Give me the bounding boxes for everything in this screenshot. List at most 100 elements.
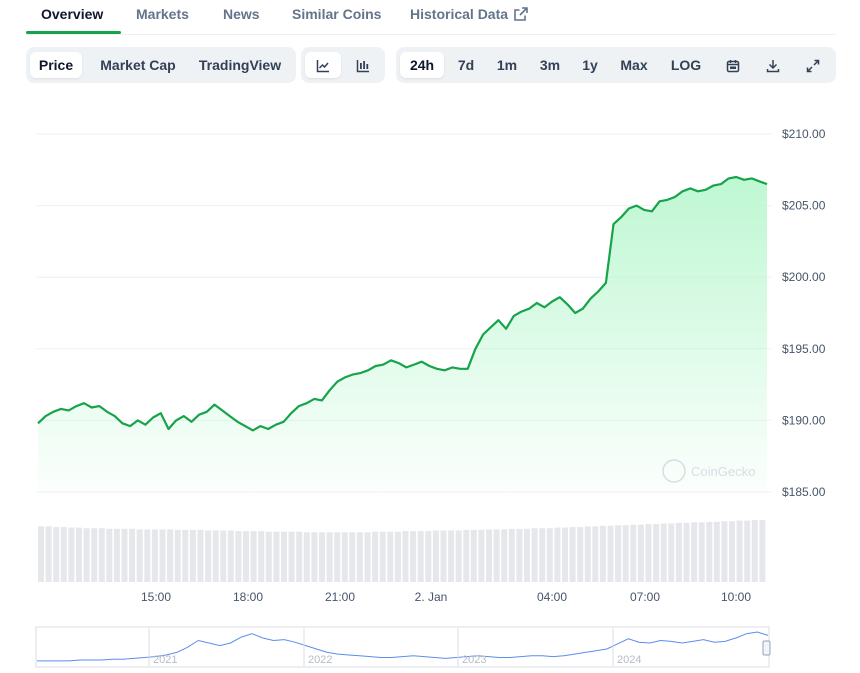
range-3m-button[interactable]: 3m [539,57,561,73]
price-button[interactable]: Price [30,52,82,78]
tab-news[interactable]: News [223,6,260,22]
volume-bar [235,531,242,582]
volume-bar [159,529,166,582]
tab-overview[interactable]: Overview [41,6,104,22]
download-button[interactable] [758,52,788,78]
volume-bar [189,529,196,582]
volume-bar [106,528,113,582]
volume-bar [60,527,67,582]
x-tick-label: 04:00 [537,590,567,604]
volume-bar [144,529,151,582]
x-tick-label: 10:00 [721,590,751,604]
range-7d-button[interactable]: 7d [457,57,475,73]
market-cap-button[interactable]: Market Cap [100,57,176,73]
tab-bar: Overview Markets News Similar Coins Hist… [26,0,836,35]
watermark-text: CoinGecko [691,464,755,479]
volume-bar [531,528,538,582]
volume-bar [524,528,530,582]
volume-bar [197,529,204,582]
volume-bar [83,528,90,582]
volume-bar [45,526,52,582]
volume-bar [53,527,60,582]
download-icon [766,57,780,73]
volume-bar [455,530,462,582]
volume-bar [319,532,325,582]
volume-bar [759,520,766,582]
line-chart-button[interactable] [305,52,341,78]
volume-bar [311,532,318,582]
navigator-handle[interactable] [762,640,771,656]
volume-bar [243,531,249,582]
volume-bar [205,530,212,582]
volume-bar [296,531,303,582]
volume-bar [440,530,447,582]
volume-bar [554,527,561,582]
volume-bar [562,527,568,582]
volume-bar [68,527,75,582]
volume-bar [675,522,682,582]
volume-bar [76,527,82,582]
range-navigator[interactable]: 2021 2022 2023 2024 [35,626,771,668]
volume-bar [683,522,690,582]
date-picker-button[interactable] [718,52,748,78]
volume-bar [303,532,310,582]
range-1m-button[interactable]: 1m [496,57,518,73]
volume-bar [402,531,409,582]
volume-bars [38,520,766,582]
range-24h-button[interactable]: 24h [400,52,444,78]
tab-similar-coins[interactable]: Similar Coins [292,6,382,22]
volume-bar [607,525,614,582]
volume-bar [174,529,181,582]
volume-bar [394,531,401,582]
y-tick-label: $210.00 [782,127,826,141]
volume-bar [265,531,272,582]
volume-bar [584,526,591,582]
metric-toggle-group: Price Market Cap TradingView [26,47,296,83]
volume-bar [569,527,576,582]
volume-bar [508,528,515,582]
volume-bar [653,524,660,582]
volume-bar [622,525,629,582]
volume-bar [486,529,492,582]
volume-bar [706,521,713,582]
volume-bar [478,529,485,582]
candlestick-chart-button[interactable] [345,52,381,78]
volume-bar [470,529,477,582]
y-tick-label: $200.00 [782,270,826,284]
navigator-year-label: 2021 [153,654,177,666]
coingecko-logo-icon [662,459,686,483]
volume-bar [212,530,219,582]
range-max-button[interactable]: Max [620,57,648,73]
volume-bar [630,524,637,582]
volume-bar [463,529,470,582]
tab-historical-data[interactable]: Historical Data [410,6,528,24]
tab-markets[interactable]: Markets [136,6,189,22]
range-1y-button[interactable]: 1y [582,57,598,73]
navigator-year-label: 2024 [617,654,641,666]
price-chart[interactable]: $210.00 $205.00 $200.00 $195.00 $190.00 $185.… [0,95,860,673]
volume-bar [288,531,295,582]
price-area-fill [38,177,767,492]
volume-bar [220,530,227,582]
volume-bar [432,530,439,582]
x-tick-label: 21:00 [325,590,355,604]
log-scale-button[interactable]: LOG [670,57,702,73]
volume-bar [273,531,280,582]
volume-bar [113,528,120,582]
volume-bar [167,529,174,582]
volume-bar [356,532,363,582]
y-tick-label: $185.00 [782,485,826,499]
external-link-icon [514,7,528,24]
x-tick-label: 2. Jan [415,590,448,604]
volume-bar [334,532,341,582]
volume-bar [645,524,652,582]
tradingview-button[interactable]: TradingView [198,57,282,73]
x-tick-label: 07:00 [630,590,660,604]
volume-bar [281,531,287,582]
volume-bar [425,531,432,582]
volume-bar [379,531,386,582]
fullscreen-button[interactable] [798,52,828,78]
coingecko-watermark: CoinGecko [662,459,755,483]
chart-type-toggle-group [301,47,385,83]
volume-bar [129,528,136,582]
